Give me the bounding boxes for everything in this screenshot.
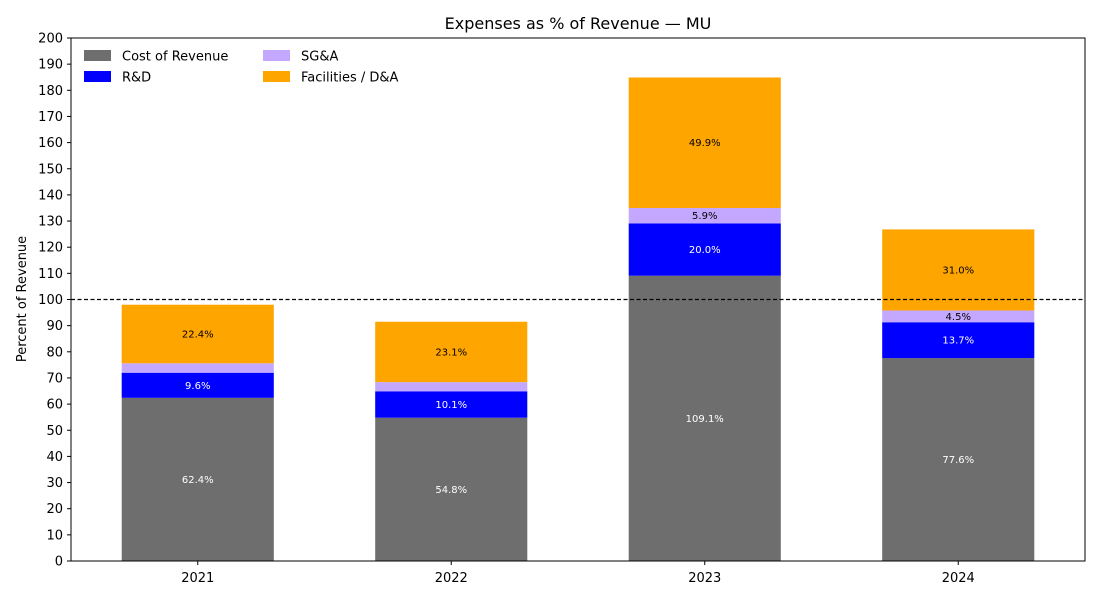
bar-2022-series-1: [375, 391, 528, 418]
x-tick-label: 2022: [435, 571, 468, 586]
data-label: 54.8%: [435, 485, 467, 496]
data-label: 9.6%: [185, 381, 210, 392]
bar-2021-series-2: [121, 363, 274, 373]
bar-2024-series-0: [882, 358, 1035, 561]
y-tick-label: 140: [38, 188, 63, 203]
y-tick-label: 60: [46, 398, 63, 413]
x-tick-label: 2024: [942, 571, 975, 586]
data-label: 20.0%: [689, 245, 721, 256]
plot-frame: [70, 37, 1086, 562]
bar-2023-series-1: [628, 223, 781, 276]
legend-swatch: [263, 71, 290, 82]
data-label: 49.9%: [689, 138, 721, 149]
y-tick-label: 30: [46, 476, 63, 491]
legend-label: R&D: [122, 71, 151, 86]
y-tick-label: 120: [38, 241, 63, 256]
y-tick-label: 180: [38, 84, 63, 99]
data-label: 109.1%: [686, 414, 724, 425]
y-axis-label: Percent of Revenue: [15, 236, 30, 362]
y-tick-label: 160: [38, 136, 63, 151]
y-tick-label: 190: [38, 58, 63, 73]
data-label: 10.1%: [435, 400, 467, 411]
legend-swatch: [263, 50, 290, 61]
legend-label: SG&A: [301, 50, 338, 65]
bar-2021-series-0: [121, 397, 274, 561]
y-tick-label: 10: [46, 528, 63, 543]
data-label: 62.4%: [182, 475, 214, 486]
y-tick-label: 90: [46, 319, 63, 334]
data-label: 77.6%: [942, 455, 974, 466]
bar-2022-series-0: [375, 417, 528, 561]
legend-swatch: [84, 50, 111, 61]
plot-area: 62.4%9.6%22.4%202154.8%10.1%23.1%2022109…: [38, 32, 1086, 586]
data-label: 13.7%: [942, 336, 974, 347]
legend-label: Cost of Revenue: [122, 50, 228, 65]
y-tick-label: 80: [46, 345, 63, 360]
data-label: 31.0%: [942, 265, 974, 276]
bar-2023-series-2: [628, 207, 781, 224]
y-tick-label: 150: [38, 162, 63, 177]
data-label: 22.4%: [182, 330, 214, 341]
y-tick-label: 70: [46, 371, 63, 386]
y-tick-label: 0: [55, 555, 63, 570]
bar-2021-series-1: [121, 372, 274, 398]
data-label: 4.5%: [946, 312, 971, 323]
x-tick-label: 2023: [688, 571, 721, 586]
chart-title: Expenses as % of Revenue — MU: [445, 14, 712, 33]
y-tick-label: 100: [38, 293, 63, 308]
y-tick-label: 110: [38, 267, 63, 282]
bar-2022-series-3: [375, 321, 528, 383]
bar-2022-series-2: [375, 382, 528, 392]
bar-2024-series-2: [882, 310, 1035, 323]
y-tick-label: 40: [46, 450, 63, 465]
y-tick-label: 20: [46, 502, 63, 517]
x-tick-label: 2021: [181, 571, 214, 586]
bar-2021-series-3: [121, 304, 274, 364]
y-tick-label: 130: [38, 215, 63, 230]
y-tick-label: 170: [38, 110, 63, 125]
data-label: 5.9%: [692, 211, 717, 222]
legend-label: Facilities / D&A: [301, 71, 399, 86]
bar-2024-series-1: [882, 322, 1035, 359]
bar-2023-series-3: [628, 77, 781, 208]
y-tick-label: 200: [38, 32, 63, 47]
legend: Cost of Revenue R&D SG&A Facilities / D&A: [84, 50, 399, 86]
bar-2023-series-0: [628, 275, 781, 561]
y-tick-label: 50: [46, 424, 63, 439]
data-label: 23.1%: [435, 347, 467, 358]
bar-2024-series-3: [882, 229, 1035, 311]
legend-swatch: [84, 71, 111, 82]
